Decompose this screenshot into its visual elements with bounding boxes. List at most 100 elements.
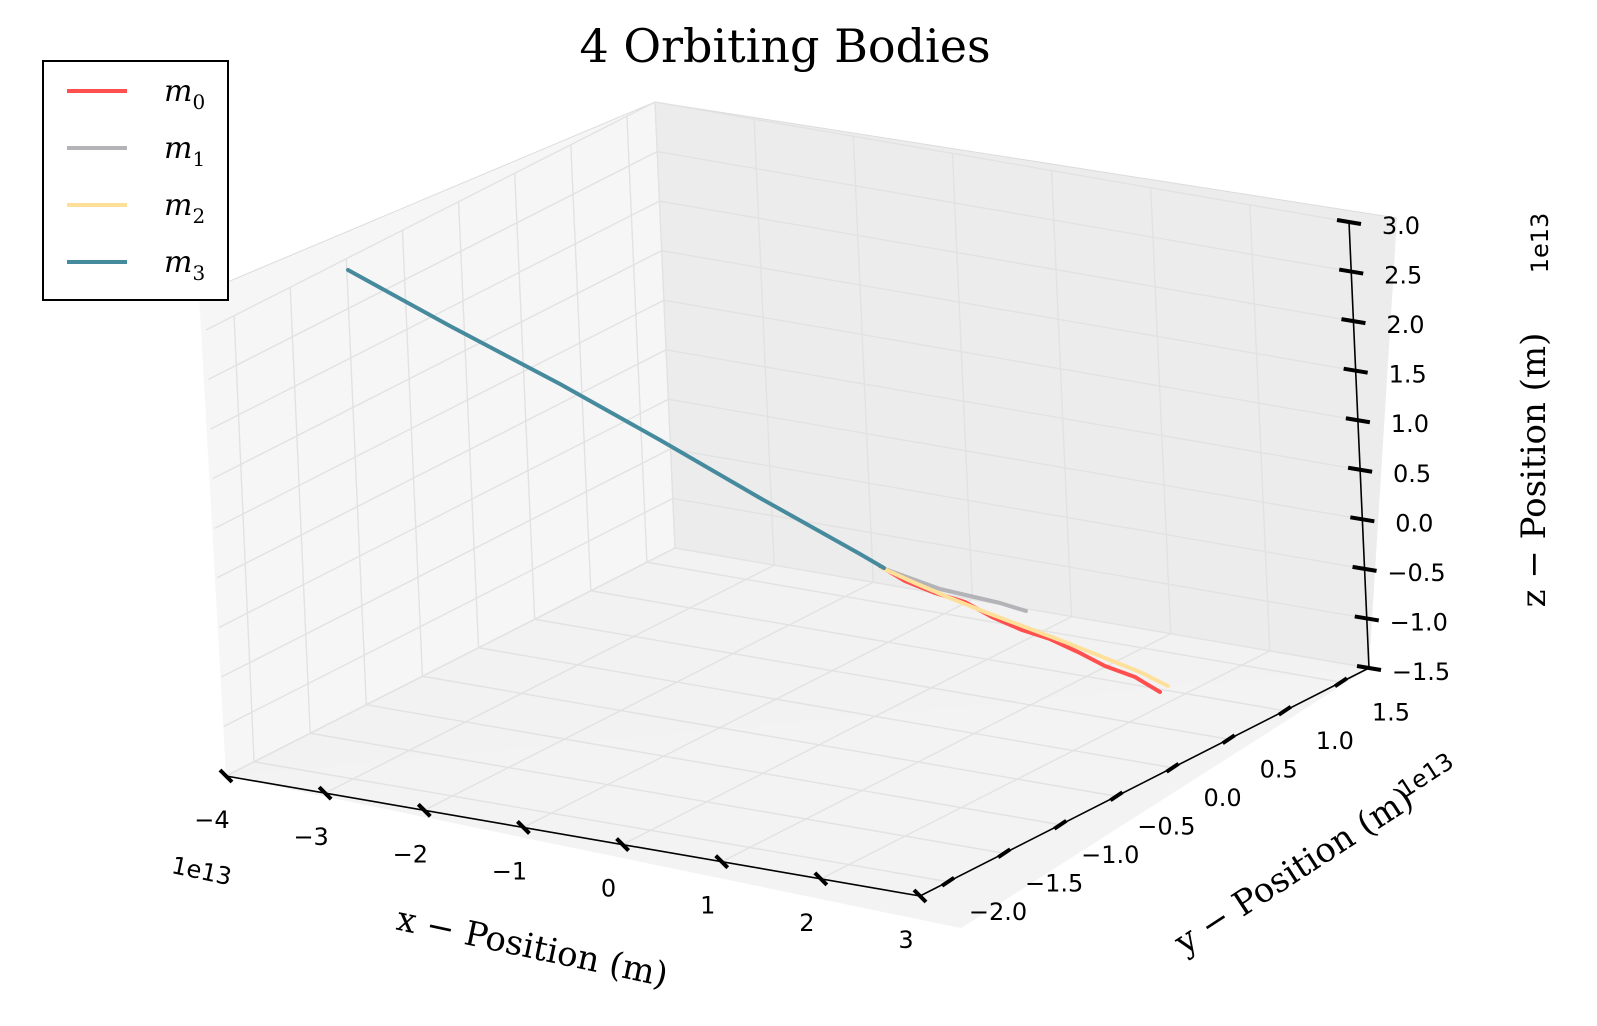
x-tick bbox=[516, 820, 531, 835]
z-tick-label: −1.0 bbox=[1390, 608, 1448, 636]
grid-line-y-floor bbox=[422, 675, 1117, 797]
series-line-m2 bbox=[880, 566, 1170, 688]
y-tick bbox=[1221, 733, 1236, 745]
y-tick-label: −1.5 bbox=[1025, 869, 1083, 897]
grid-line-y-side bbox=[401, 230, 424, 677]
grid-line-z-wall bbox=[663, 299, 1359, 421]
y-tick bbox=[940, 876, 956, 888]
x-tick-label: 3 bbox=[898, 926, 913, 954]
grid-line-x-wall bbox=[1050, 170, 1073, 617]
z-tick-label: −1.5 bbox=[1392, 658, 1450, 686]
z-tick-label: 0.0 bbox=[1395, 509, 1433, 537]
grid-line-y-side bbox=[457, 201, 480, 648]
z-tick bbox=[1350, 515, 1375, 524]
grid-line-z-wall bbox=[661, 249, 1356, 372]
x-offset-label: 1e13 bbox=[169, 851, 234, 891]
y-tick bbox=[1053, 819, 1068, 831]
tick-labels: −4−3−2−10123−2.0−1.5−1.0−0.50.00.51.01.5… bbox=[194, 212, 1450, 954]
grid-line-x-floor bbox=[324, 564, 775, 794]
grid-line-x-floor bbox=[523, 598, 973, 829]
grid-line-x-floor bbox=[423, 581, 874, 811]
y-tick-label: 1.0 bbox=[1316, 727, 1354, 755]
legend: m0 m1 m2 m3 bbox=[42, 60, 229, 301]
grid-line-x-wall bbox=[753, 119, 775, 566]
y-offset-label: 1e13 bbox=[1393, 747, 1459, 803]
z-tick-label: 2.0 bbox=[1386, 311, 1424, 339]
legend-label-m2: m2 bbox=[164, 188, 205, 228]
chart-title: 4 Orbiting Bodies bbox=[579, 19, 990, 73]
grid-line-y-floor bbox=[478, 647, 1173, 769]
z-axis-line bbox=[1348, 221, 1370, 669]
grid-line-z-side bbox=[205, 101, 656, 331]
grid-line-y-floor bbox=[646, 561, 1342, 683]
grid-line-z-side bbox=[219, 398, 669, 628]
x-tick-label: −1 bbox=[492, 857, 527, 885]
x-axis-line bbox=[225, 775, 921, 897]
grid-line-y-side bbox=[626, 116, 648, 563]
x-tick-label: −3 bbox=[293, 823, 328, 851]
grid-line-y-floor bbox=[310, 732, 1005, 854]
grid-line-z-side bbox=[221, 448, 671, 678]
grid-line-y-side bbox=[345, 258, 368, 705]
axes bbox=[218, 218, 1382, 904]
grid-line-x-wall bbox=[852, 136, 874, 583]
legend-label-m1: m1 bbox=[164, 131, 205, 171]
z-tick bbox=[1352, 564, 1377, 573]
x-tick bbox=[218, 768, 234, 784]
legend-label-m3: m3 bbox=[164, 245, 205, 285]
grid-line-y-floor bbox=[590, 590, 1285, 712]
z-tick bbox=[1354, 614, 1380, 623]
z-axis-label: z − Position (m) bbox=[1514, 333, 1554, 608]
grid-line-y-floor bbox=[366, 704, 1061, 826]
z-tick-label: 1.0 bbox=[1391, 410, 1429, 438]
grid-lines bbox=[205, 101, 1370, 897]
x-axis-label: x − Position (m) bbox=[393, 899, 671, 996]
y-tick bbox=[997, 847, 1012, 859]
grid-line-z-side bbox=[216, 349, 667, 579]
z-tick bbox=[1345, 416, 1371, 425]
z-tick bbox=[1338, 267, 1364, 276]
grid-line-y-floor bbox=[253, 761, 949, 883]
y-tick-label: 1.5 bbox=[1372, 698, 1410, 726]
grid-line-z-side bbox=[207, 150, 658, 381]
back-pane-right bbox=[655, 102, 1397, 668]
z-tick-label: −0.5 bbox=[1387, 559, 1445, 587]
z-tick bbox=[1347, 465, 1373, 474]
grid-line-z-wall bbox=[657, 150, 1352, 273]
x-tick bbox=[416, 802, 432, 818]
y-tick bbox=[1109, 790, 1124, 802]
grid-line-x-floor bbox=[721, 633, 1172, 863]
y-tick bbox=[1333, 676, 1349, 688]
grid-line-y-side bbox=[233, 315, 255, 762]
back-pane-left bbox=[199, 102, 675, 776]
y-tick bbox=[1277, 705, 1292, 717]
x-tick-label: 0 bbox=[601, 875, 616, 903]
grid-line-y-side bbox=[513, 173, 536, 620]
y-tick bbox=[1165, 762, 1180, 774]
x-tick bbox=[813, 871, 829, 887]
x-tick bbox=[317, 785, 333, 801]
z-tick bbox=[1356, 664, 1382, 672]
grid-line-z-side bbox=[210, 200, 660, 430]
z-tick-label: 3.0 bbox=[1382, 212, 1420, 240]
legend-label-m0: m0 bbox=[164, 74, 205, 114]
grid-line-x-floor bbox=[622, 615, 1072, 846]
x-tick-label: 2 bbox=[799, 909, 814, 937]
x-tick-label: 1 bbox=[700, 892, 715, 920]
grid-line-y-floor bbox=[534, 618, 1229, 740]
grid-line-z-wall bbox=[668, 398, 1363, 521]
grid-line-z-side bbox=[223, 497, 674, 728]
z-tick-label: 0.5 bbox=[1393, 460, 1431, 488]
grid-line-y-side bbox=[570, 144, 592, 591]
y-tick-label: −1.0 bbox=[1081, 841, 1139, 869]
grid-line-z-wall bbox=[665, 349, 1361, 471]
grid-line-x-wall bbox=[1150, 187, 1172, 634]
y-tick-label: 0.0 bbox=[1203, 784, 1241, 812]
grid-line-z-wall bbox=[670, 448, 1365, 570]
grid-line-z-wall bbox=[672, 497, 1367, 620]
x-tick bbox=[714, 854, 730, 870]
y-axis-line bbox=[919, 667, 1370, 897]
grid-line-x-floor bbox=[820, 650, 1271, 880]
series-line-m1 bbox=[880, 566, 1028, 613]
